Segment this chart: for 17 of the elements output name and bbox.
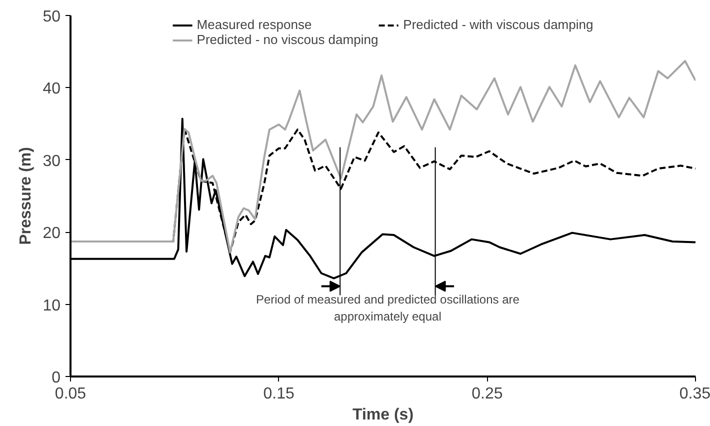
- y-tick-label: 0: [52, 370, 61, 386]
- legend-label: Predicted - with viscous damping: [403, 17, 594, 32]
- y-tick-label: 10: [42, 297, 61, 314]
- x-tick-label: 0.35: [679, 386, 710, 402]
- x-tick-label: 0.05: [54, 386, 86, 402]
- y-tick-label: 20: [42, 225, 61, 242]
- x-tick-label: 0.15: [263, 386, 295, 402]
- x-axis-title: Time (s): [352, 406, 414, 424]
- y-tick-label: 40: [42, 80, 61, 98]
- annotation: Period of measured and predicted oscillations are approximately equal: [256, 292, 520, 324]
- y-tick-label: 30: [42, 152, 61, 170]
- y-axis-title: Pressure (m): [18, 147, 35, 245]
- line-series: [70, 60, 696, 254]
- x-tick-label: 0.25: [472, 386, 503, 402]
- legend-label: Measured response: [196, 17, 312, 32]
- y-tick-label: 50: [42, 8, 61, 26]
- legend-label: Predicted - no viscous damping: [196, 32, 378, 47]
